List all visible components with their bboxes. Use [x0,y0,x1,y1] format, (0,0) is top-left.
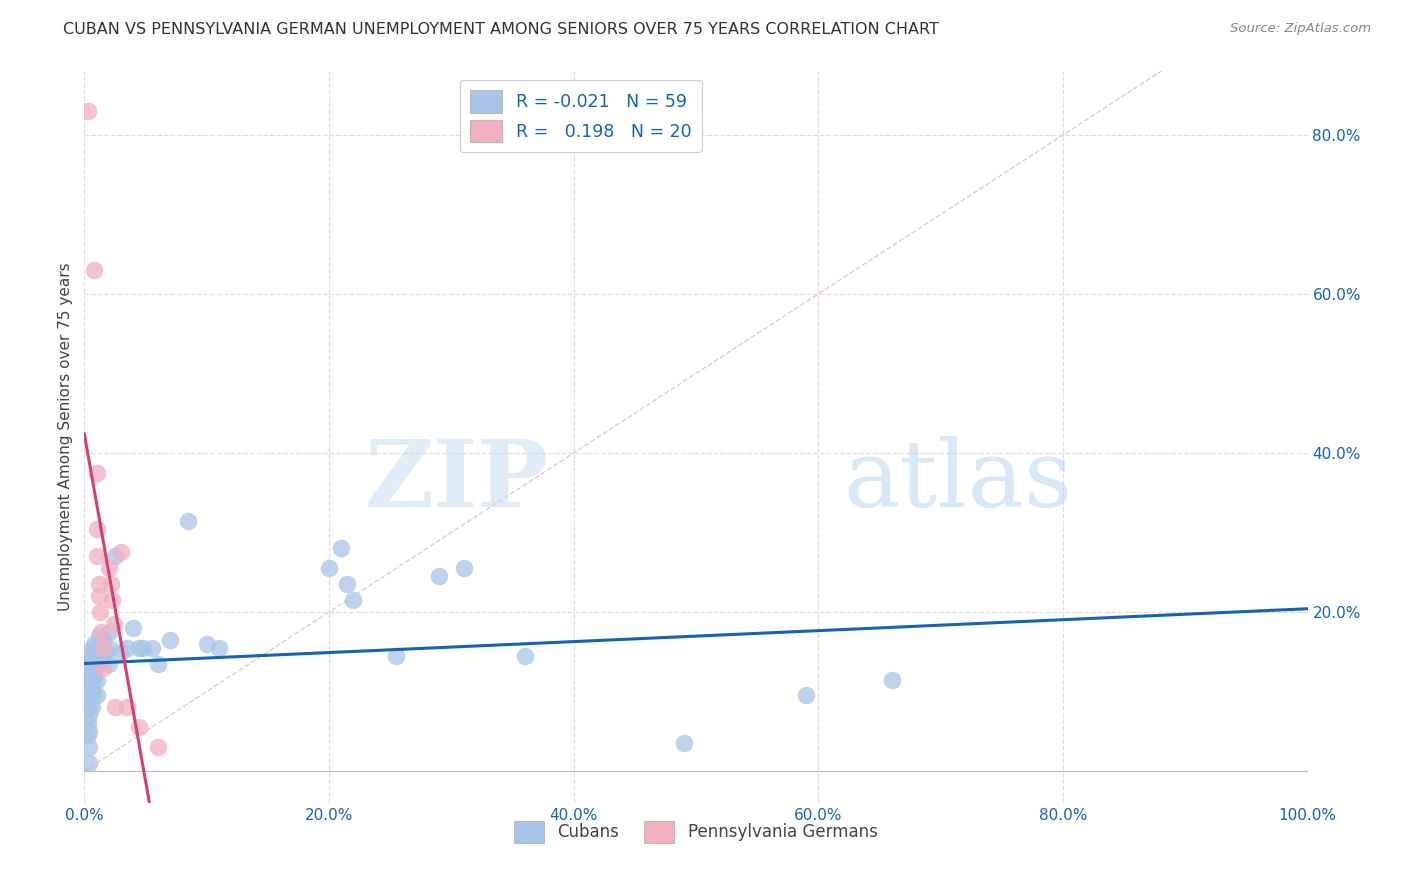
Text: atlas: atlas [842,436,1071,526]
Point [110,645,132,659]
Point [97,640,120,655]
Point [385,648,408,663]
Point [77,104,100,119]
Point [86,640,108,655]
Point [77,740,100,755]
Point [82,657,104,671]
Point [318,561,340,575]
Point [141,640,163,655]
Text: CUBAN VS PENNSYLVANIA GERMAN UNEMPLOYMENT AMONG SENIORS OVER 75 YEARS CORRELATIO: CUBAN VS PENNSYLVANIA GERMAN UNEMPLOYMEN… [63,22,939,37]
Point [880,673,903,687]
Point [80,684,103,698]
Point [83,653,105,667]
Point [342,593,364,607]
Point [146,657,169,671]
Point [80,653,103,667]
Point [77,673,100,687]
Point [122,621,145,635]
Point [86,549,108,564]
Point [128,720,150,734]
Point [77,692,100,706]
Point [146,740,169,755]
Point [77,708,100,723]
Point [83,637,105,651]
Point [91,648,114,663]
Point [77,660,100,674]
Point [330,541,353,556]
Point [115,640,138,655]
Point [208,640,231,655]
Point [77,676,100,690]
Point [104,549,127,564]
Point [97,657,120,671]
Point [77,702,100,716]
Point [427,569,450,583]
Point [513,648,536,663]
Point [86,657,108,671]
Point [80,700,103,714]
Point [86,466,108,480]
Point [77,689,100,703]
Point [100,577,122,591]
Legend: Cubans, Pennsylvania Germans: Cubans, Pennsylvania Germans [508,814,884,849]
Point [83,263,105,277]
Point [77,716,100,731]
Point [195,637,218,651]
Point [794,689,817,703]
Point [336,577,359,591]
Point [453,561,475,575]
Point [83,668,105,682]
Y-axis label: Unemployment Among Seniors over 75 years: Unemployment Among Seniors over 75 years [58,263,73,611]
Point [87,629,110,643]
Point [132,640,155,655]
Point [80,668,103,682]
Point [91,632,114,647]
Point [128,640,150,655]
Point [177,514,200,528]
Point [77,728,100,742]
Point [91,660,114,674]
Point [97,624,120,639]
Point [672,736,695,750]
Point [86,673,108,687]
Point [82,689,104,703]
Point [87,645,110,659]
Point [91,640,114,655]
Point [86,689,108,703]
Point [77,645,100,659]
Text: Source: ZipAtlas.com: Source: ZipAtlas.com [1230,22,1371,36]
Point [87,589,110,603]
Point [94,645,117,659]
Point [82,673,104,687]
Point [101,593,124,607]
Point [104,700,127,714]
Point [159,632,181,647]
Point [77,756,100,770]
Point [103,616,125,631]
Point [90,624,112,639]
Text: ZIP: ZIP [366,436,550,526]
Point [115,700,138,714]
Point [77,657,100,671]
Point [87,577,110,591]
Point [82,640,104,655]
Point [89,605,111,619]
Point [86,521,108,535]
Point [110,545,132,559]
Point [97,561,120,575]
Point [77,724,100,739]
